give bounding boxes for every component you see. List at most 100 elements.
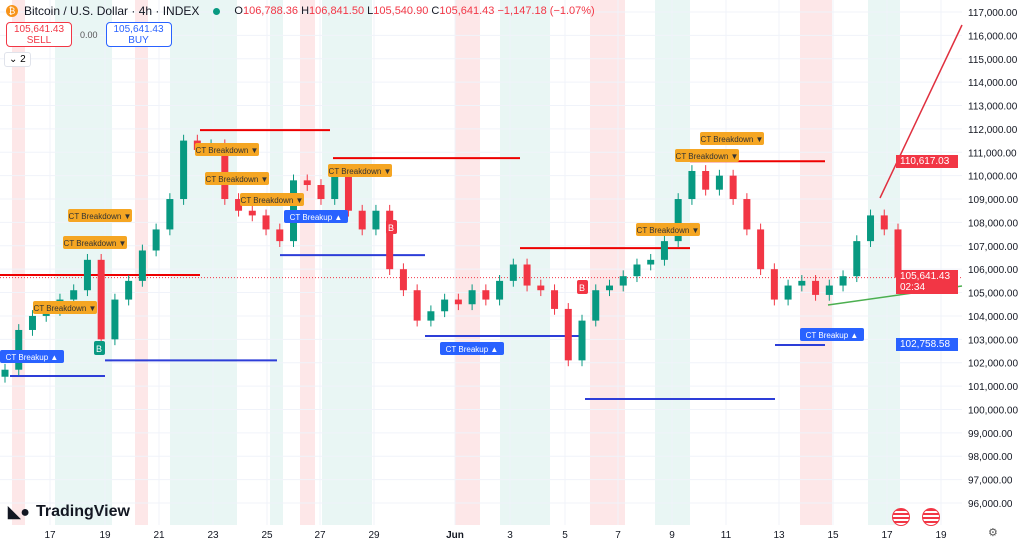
ct-breakup-label-text: CT Breakup ▲	[290, 213, 343, 222]
candle	[578, 320, 586, 361]
y-tick-label: 97,000.00	[968, 476, 1013, 487]
candle	[427, 311, 435, 321]
market-status-icon	[213, 7, 221, 15]
candle	[688, 170, 696, 200]
y-tick-label: 115,000.00	[968, 55, 1018, 66]
bearish-band	[300, 0, 315, 525]
candle	[605, 285, 613, 291]
candle	[880, 215, 888, 230]
ct-breakdown-label-box	[240, 193, 304, 206]
candle	[660, 241, 668, 260]
candle	[70, 290, 78, 300]
indicators-toggle[interactable]: ⌄ 2	[4, 52, 31, 67]
ct-breakdown-label-box	[700, 132, 764, 145]
settings-gear-icon[interactable]: ⚙	[988, 527, 998, 539]
candle	[331, 175, 339, 200]
x-tick-label: 23	[207, 530, 219, 541]
bullish-band	[270, 0, 283, 525]
candle	[15, 329, 23, 370]
ct-breakdown-label-box	[205, 172, 269, 185]
y-tick-label: 98,000.00	[968, 452, 1013, 463]
candle	[619, 276, 627, 286]
trade-panel: 105,641.43 SELL 0.00 105,641.43 BUY	[6, 22, 172, 47]
symbol-header: ₿ Bitcoin / U.S. Dollar · 4h · INDEX O10…	[6, 4, 595, 18]
y-tick-label: 108,000.00	[968, 218, 1018, 229]
ct-breakdown-label: CT Breakdown ▼	[195, 143, 259, 156]
ct-breakup-label-box	[440, 342, 504, 355]
candle	[482, 290, 490, 300]
ct-breakdown-label: CT Breakdown ▼	[63, 236, 127, 249]
ct-breakup-label-text: CT Breakup ▲	[6, 353, 59, 362]
ct-breakdown-label-box	[68, 209, 132, 222]
x-tick-label: 15	[827, 530, 839, 541]
ct-breakdown-label-box	[63, 236, 127, 249]
us-flag-event-icon[interactable]	[922, 508, 940, 526]
bearish-band	[590, 0, 625, 525]
candle	[894, 229, 902, 278]
signal-b-marker	[577, 280, 588, 294]
x-tick-label: 7	[615, 530, 621, 541]
candle	[825, 285, 833, 295]
candle	[166, 199, 174, 230]
y-tick-label: 99,000.00	[968, 429, 1013, 440]
ct-breakup-label-box	[800, 328, 864, 341]
bearish-band	[800, 0, 832, 525]
candle	[399, 269, 407, 291]
y-tick-label: 117,000.00	[968, 8, 1018, 19]
x-tick-label: 29	[368, 530, 380, 541]
candle	[262, 215, 270, 230]
bullish-band	[170, 0, 237, 525]
candle	[276, 229, 284, 242]
candle	[358, 210, 366, 230]
candle	[125, 280, 133, 300]
candle	[715, 175, 723, 190]
x-tick-label: 9	[669, 530, 675, 541]
tradingview-logo[interactable]: ◣● TradingView	[8, 503, 130, 521]
us-flag-event-icon[interactable]	[892, 508, 910, 526]
ct-breakdown-label-box	[195, 143, 259, 156]
bullish-band	[322, 0, 372, 525]
spread: 0.00	[80, 29, 98, 40]
ct-breakup-label-box	[0, 350, 64, 363]
candle	[729, 175, 737, 200]
candle	[551, 290, 559, 309]
ct-breakdown-label-text: CT Breakdown ▼	[196, 146, 259, 155]
candle	[180, 140, 188, 200]
candle	[523, 264, 531, 286]
buy-button[interactable]: 105,641.43 BUY	[105, 22, 172, 47]
candle	[372, 210, 380, 230]
ct-breakdown-label: CT Breakdown ▼	[636, 223, 700, 236]
y-tick-label: 102,000.00	[968, 359, 1018, 370]
ct-breakdown-label-text: CT Breakdown ▼	[241, 196, 304, 205]
candle	[454, 299, 462, 305]
candle	[386, 210, 394, 270]
candle	[413, 290, 421, 321]
candle	[248, 210, 256, 216]
support-price-tag: 102,758.58	[896, 338, 958, 351]
x-tick-label: 19	[99, 530, 111, 541]
symbol-title[interactable]: Bitcoin / U.S. Dollar · 4h · INDEX	[24, 4, 200, 18]
y-tick-label: 110,000.00	[968, 172, 1018, 183]
sell-button[interactable]: 105,641.43 SELL	[6, 22, 72, 47]
candle	[853, 241, 861, 277]
candle	[138, 250, 146, 281]
ct-breakdown-label: CT Breakdown ▼	[328, 164, 392, 177]
candle	[867, 215, 875, 242]
bearish-band	[455, 0, 480, 525]
ct-breakdown-label-box	[328, 164, 392, 177]
candle	[317, 185, 325, 200]
ct-breakdown-label-text: CT Breakdown ▼	[34, 304, 97, 313]
x-tick-label: Jun	[446, 530, 464, 541]
ct-breakdown-label-text: CT Breakdown ▼	[206, 175, 269, 184]
ct-breakdown-label: CT Breakdown ▼	[68, 209, 132, 222]
candle	[235, 199, 243, 211]
ct-breakup-label: CT Breakup ▲	[0, 350, 64, 363]
candle	[441, 299, 449, 312]
candle	[592, 290, 600, 321]
candle	[784, 285, 792, 300]
candle	[509, 264, 517, 281]
ct-breakdown-label: CT Breakdown ▼	[205, 172, 269, 185]
x-tick-label: 11	[721, 530, 732, 541]
y-tick-label: 106,000.00	[968, 265, 1018, 276]
